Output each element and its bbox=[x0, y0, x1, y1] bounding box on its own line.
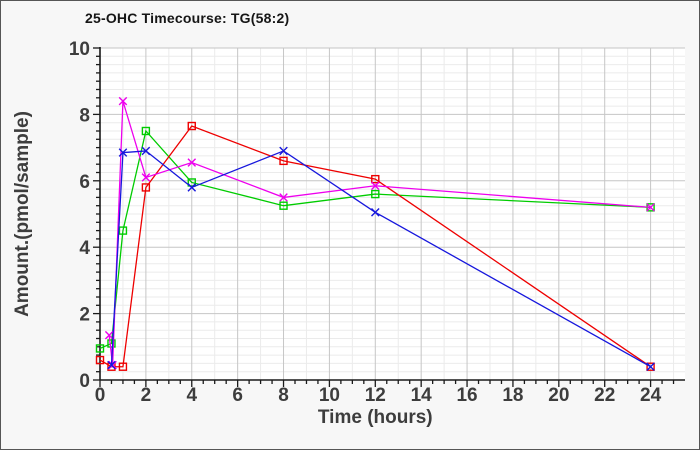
x-tick-label: 14 bbox=[411, 385, 433, 406]
marker-x-blue-x bbox=[279, 146, 288, 156]
marker-x-magenta-x bbox=[370, 181, 380, 191]
marker-square-green-squares bbox=[279, 201, 288, 210]
x-tick-label: 20 bbox=[548, 385, 569, 406]
x-tick-label: 18 bbox=[502, 385, 523, 406]
marker-square-red-squares bbox=[118, 362, 128, 371]
marker-x-blue-x bbox=[646, 362, 655, 372]
marker-x-magenta-x bbox=[141, 173, 151, 182]
x-tick-label: 4 bbox=[186, 385, 197, 406]
x-tick-label: 24 bbox=[640, 385, 662, 406]
marker-square-red-squares bbox=[95, 355, 105, 365]
y-axis-label: Amount.(pmol/sample) bbox=[12, 111, 33, 317]
y-tick-label: 0 bbox=[79, 371, 90, 392]
marker-x-magenta-x bbox=[118, 96, 128, 106]
grid-major bbox=[100, 47, 685, 380]
marker-square-green-squares bbox=[371, 189, 380, 199]
marker-square-red-squares bbox=[646, 362, 655, 371]
x-tick-label: 10 bbox=[319, 385, 340, 406]
x-tick-label: 0 bbox=[95, 385, 106, 406]
x-tick-label: 12 bbox=[365, 385, 386, 406]
marker-square-green-squares bbox=[95, 344, 105, 353]
x-tick-label: 6 bbox=[232, 385, 243, 406]
axis-ticks bbox=[93, 47, 675, 387]
marker-x-blue-x bbox=[118, 148, 128, 157]
marker-x-blue-x bbox=[187, 183, 197, 192]
x-tick-label: 8 bbox=[278, 385, 289, 406]
marker-square-red-squares bbox=[371, 174, 380, 184]
marker-x-blue-x bbox=[141, 146, 151, 156]
marker-square-green-squares bbox=[187, 178, 196, 187]
marker-square-red-squares bbox=[187, 121, 196, 131]
x-tick-label: 16 bbox=[456, 385, 477, 406]
marker-square-green-squares bbox=[141, 126, 151, 136]
marker-x-magenta-x bbox=[104, 330, 114, 340]
y-tick-label: 2 bbox=[79, 305, 90, 326]
marker-x-magenta-x bbox=[279, 193, 288, 202]
marker-x-magenta-x bbox=[187, 158, 197, 167]
y-tick-label: 6 bbox=[79, 172, 90, 193]
marker-x-magenta-x bbox=[646, 203, 655, 212]
x-axis-label: Time (hours) bbox=[318, 407, 433, 428]
grid-minor bbox=[100, 48, 685, 380]
y-tick-label: 10 bbox=[69, 39, 90, 60]
y-tick-label: 8 bbox=[79, 105, 90, 126]
marker-square-green-squares bbox=[107, 339, 116, 348]
chart-title: 25-OHC Timecourse: TG(58:2) bbox=[85, 10, 290, 26]
y-tick-label: 4 bbox=[79, 238, 90, 259]
marker-x-blue-x bbox=[107, 360, 116, 370]
series-blue-x bbox=[107, 146, 655, 372]
marker-square-red-squares bbox=[279, 156, 288, 166]
marker-square-green-squares bbox=[118, 226, 128, 235]
marker-x-magenta-x bbox=[108, 360, 117, 370]
marker-square-red-squares bbox=[141, 183, 151, 192]
x-tick-label: 2 bbox=[141, 385, 152, 406]
x-tick-label: 22 bbox=[594, 385, 615, 406]
marker-x-blue-x bbox=[370, 208, 380, 217]
